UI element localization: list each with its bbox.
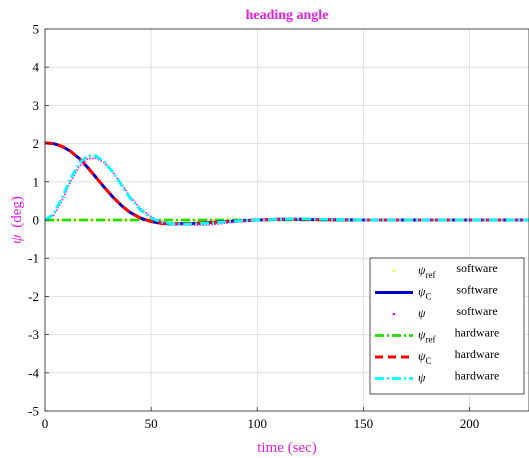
y-tick-label: -5: [28, 404, 39, 419]
legend-label: ψC: [418, 285, 431, 302]
legend-subscript: ref: [425, 270, 435, 280]
legend-entry: ψ software: [392, 304, 498, 320]
y-tick-label: 3: [33, 98, 40, 113]
y-axis-unit: (deg): [9, 196, 25, 228]
x-tick-label: 150: [354, 416, 374, 431]
legend-label: ψref: [418, 263, 435, 280]
legend-label: ψ: [418, 371, 426, 385]
y-tick-label: -4: [28, 365, 39, 380]
legend-subscript: C: [425, 356, 431, 366]
y-tick-label: -3: [28, 327, 39, 342]
x-axis-ticks: 0 50 100 150 200: [42, 407, 480, 431]
legend-symbol: ψ: [418, 285, 426, 299]
legend-label: ψ: [418, 306, 426, 320]
legend-entry: ψC hardware: [375, 347, 499, 366]
legend-box: [369, 257, 525, 395]
series-line-psi-hardware: [44, 154, 529, 226]
legend-symbol: ψ: [418, 263, 426, 277]
legend-symbol: ψ: [418, 328, 426, 342]
x-tick-label: 0: [42, 416, 49, 431]
legend-source: software: [456, 283, 497, 297]
legend-entry: ψC software: [375, 283, 498, 302]
series-line-C-hardware: [44, 141, 529, 226]
legend-marker: [392, 269, 396, 273]
legend-entry: ψref hardware: [375, 326, 499, 345]
y-axis-label: ψ (deg): [9, 196, 25, 244]
y-tick-label: 0: [33, 213, 40, 228]
x-axis-label: time (sec): [257, 440, 317, 456]
legend-marker: [392, 312, 396, 316]
y-axis-ticks: -5 -4 -3 -2 -1 0 1 2 3 4 5: [28, 22, 49, 419]
legend-source: software: [456, 261, 497, 275]
legend-symbol: ψ: [418, 349, 426, 363]
y-tick-label: 1: [33, 174, 40, 189]
x-tick-label: 200: [460, 416, 480, 431]
legend-entry: ψref software: [392, 261, 498, 280]
legend-symbol: ψ: [418, 306, 426, 320]
y-tick-label: -1: [28, 251, 39, 266]
legend-subscript: C: [425, 292, 431, 302]
y-tick-label: 4: [33, 60, 40, 75]
series-layer: [44, 141, 529, 226]
legend-label: ψC: [418, 349, 431, 366]
legend-source: hardware: [455, 326, 500, 340]
y-tick-label: 2: [33, 136, 40, 151]
y-tick-label: 5: [33, 22, 40, 37]
chart-title: heading angle: [246, 8, 329, 23]
y-axis-symbol: ψ: [9, 234, 25, 244]
legend-source: software: [456, 304, 497, 318]
legend-label: ψref: [418, 328, 435, 345]
legend-subscript: ref: [425, 335, 435, 345]
legend-source: hardware: [455, 369, 500, 383]
legend-source: hardware: [455, 347, 500, 361]
y-tick-label: -2: [28, 289, 39, 304]
legend-symbol: ψ: [418, 371, 426, 385]
legend-entry: ψ hardware: [375, 369, 499, 385]
x-tick-label: 50: [145, 416, 158, 431]
x-tick-label: 100: [248, 416, 268, 431]
